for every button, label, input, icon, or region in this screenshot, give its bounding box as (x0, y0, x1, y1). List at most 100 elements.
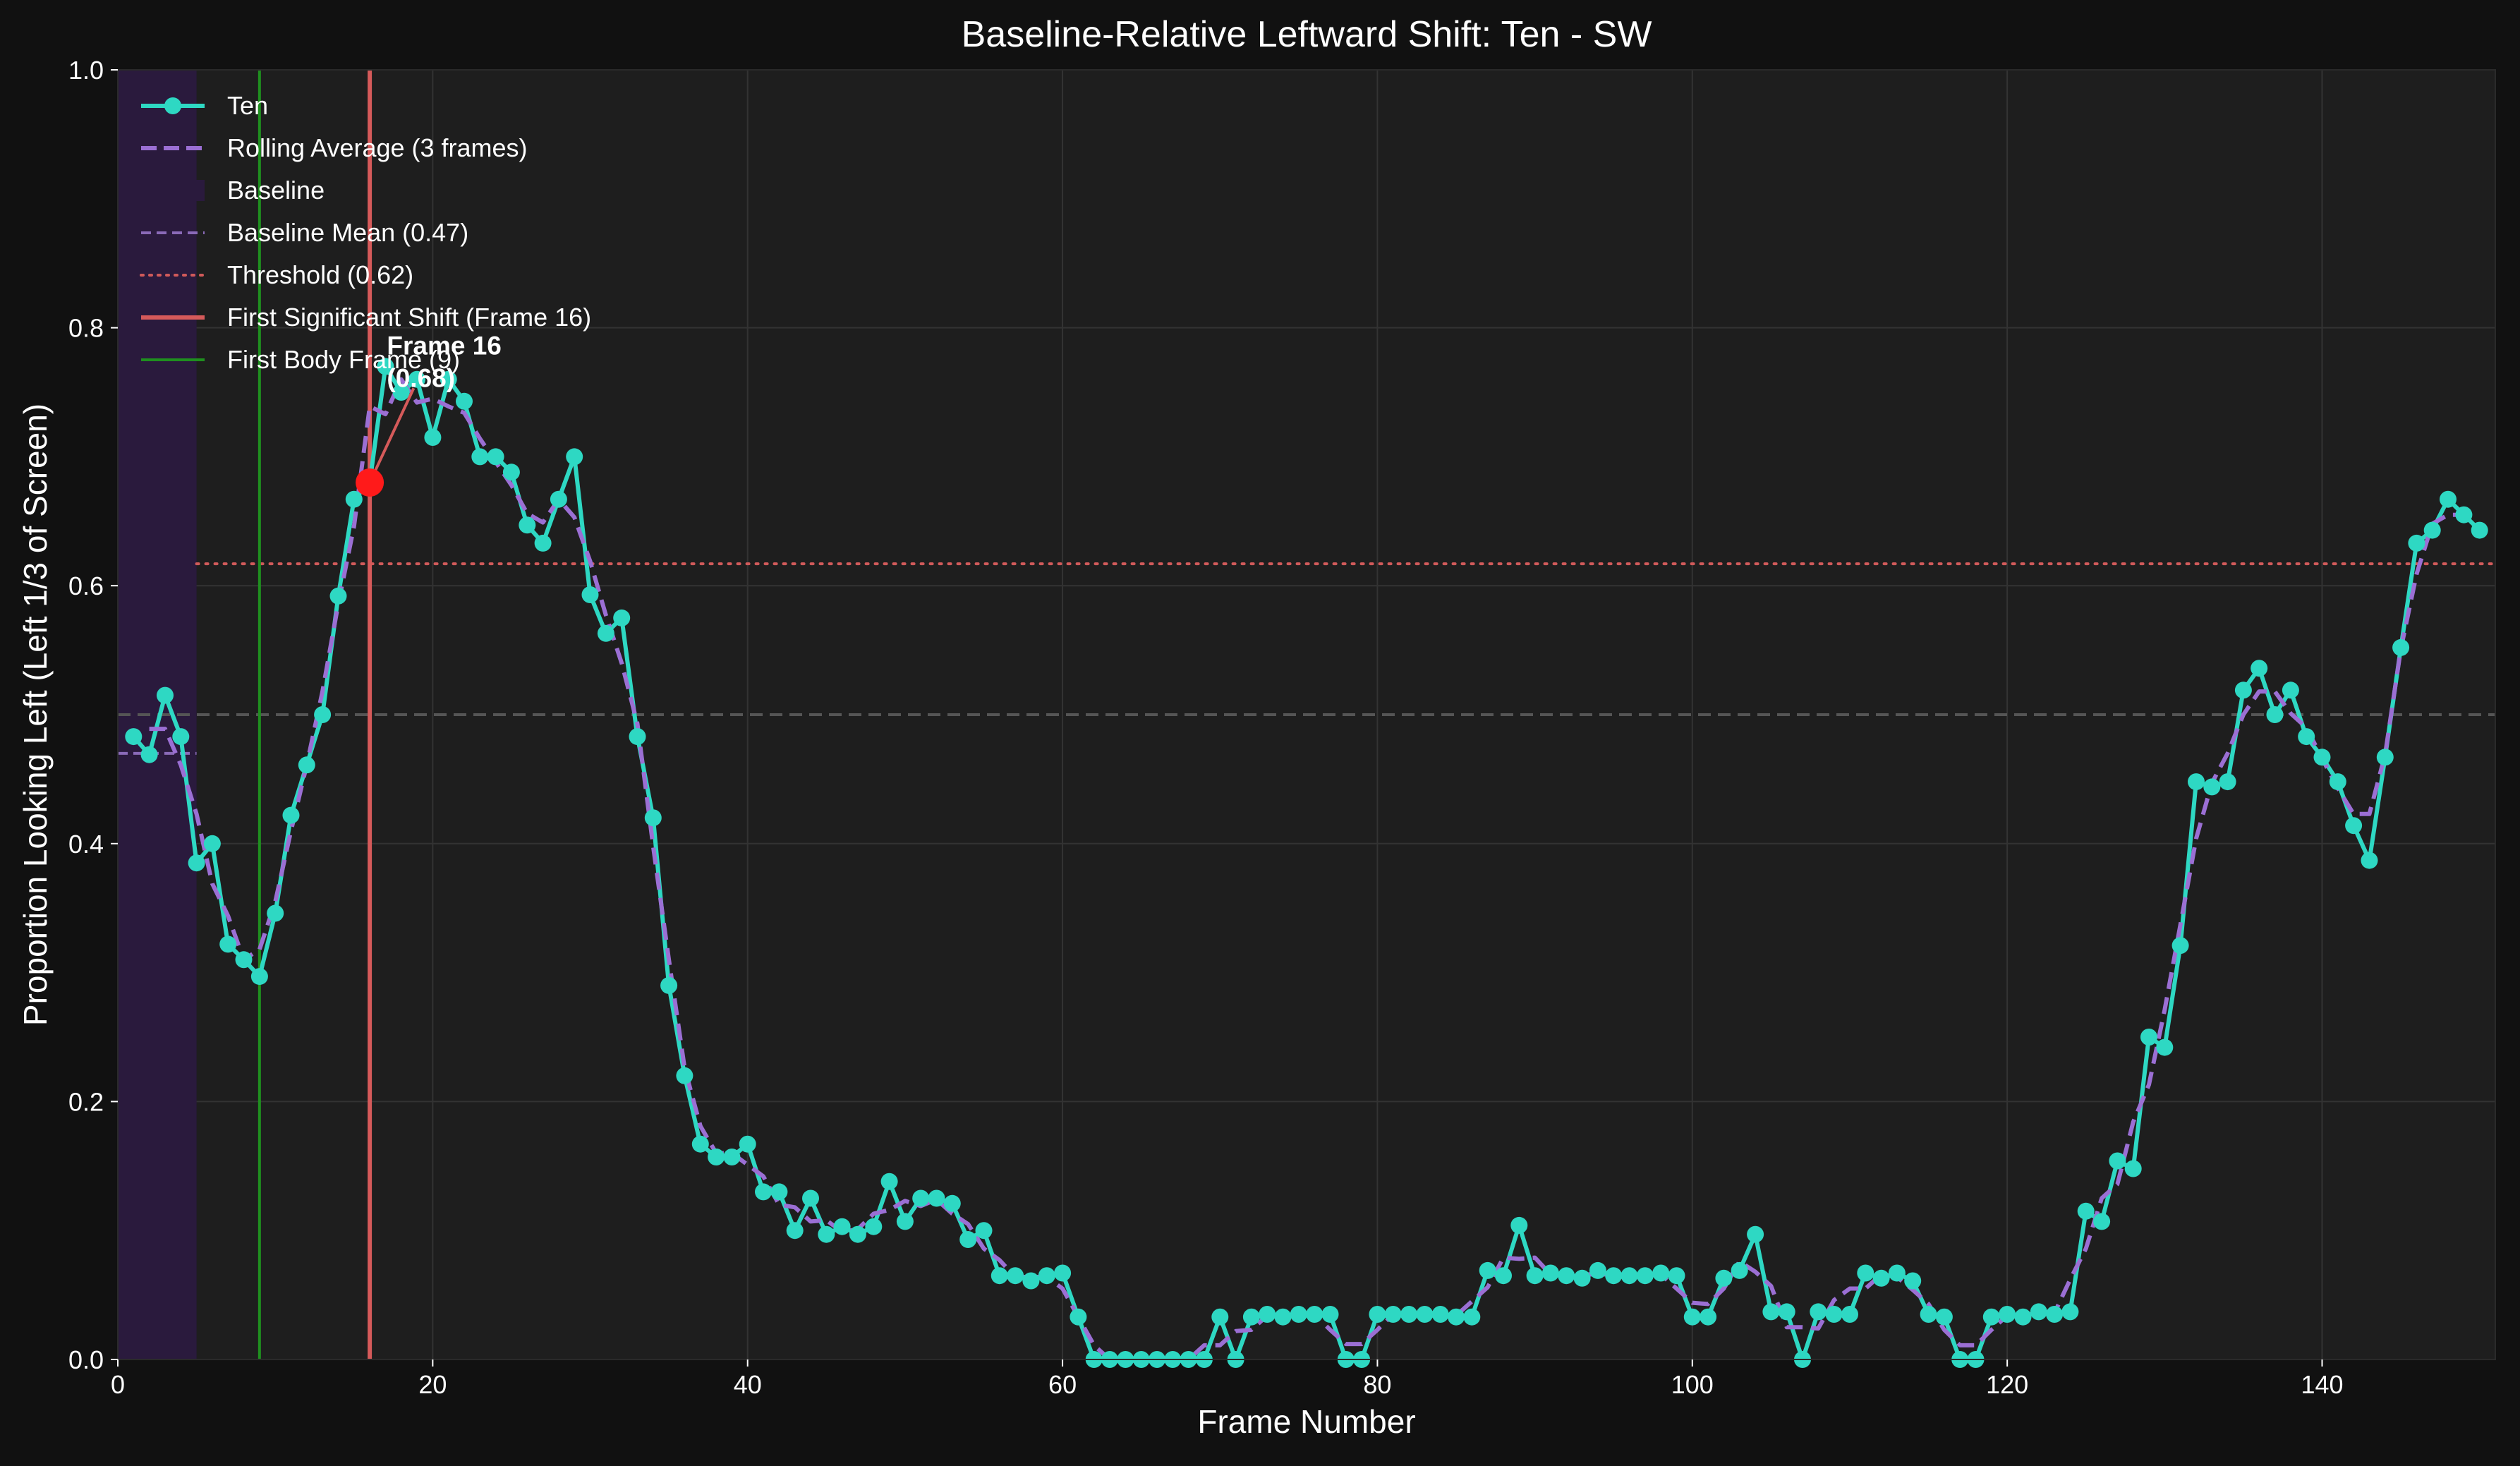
reference-layer (118, 70, 2497, 1359)
data-point-ten-103 (1731, 1261, 1748, 1279)
data-point-ten-74 (1274, 1308, 1292, 1326)
annotation-frame-label: Frame 16 (387, 331, 502, 360)
data-point-ten-141 (2329, 773, 2346, 791)
data-point-ten-105 (1762, 1303, 1780, 1321)
data-point-ten-31 (597, 624, 614, 642)
data-point-ten-127 (2109, 1152, 2126, 1170)
data-point-ten-52 (928, 1189, 945, 1207)
data-point-ten-149 (2455, 506, 2473, 523)
data-point-ten-101 (1700, 1308, 1717, 1326)
data-point-ten-33 (629, 728, 646, 746)
data-point-ten-85 (1448, 1308, 1465, 1326)
y-tick-label-2: 0.4 (68, 830, 104, 859)
chart-title: Baseline-Relative Leftward Shift: Ten - … (962, 14, 1652, 55)
data-point-ten-145 (2392, 638, 2410, 656)
x-tick-label-0: 0 (111, 1370, 125, 1399)
data-point-ten-15 (345, 490, 363, 508)
legend-label-threshold: Threshold (0.62) (227, 260, 413, 289)
y-tick-label-3: 0.6 (68, 571, 104, 600)
data-point-ten-4 (172, 728, 190, 746)
x-tick-label-3: 60 (1048, 1370, 1077, 1399)
data-point-ten-46 (833, 1218, 851, 1235)
data-point-ten-90 (1526, 1267, 1544, 1285)
data-point-ten-93 (1573, 1269, 1591, 1287)
data-point-ten-22 (456, 392, 473, 410)
data-point-ten-86 (1463, 1308, 1481, 1326)
data-point-ten-41 (755, 1183, 772, 1201)
data-point-ten-95 (1605, 1267, 1623, 1285)
data-point-ten-104 (1747, 1225, 1764, 1243)
data-point-ten-26 (519, 516, 536, 534)
data-point-ten-109 (1825, 1306, 1843, 1323)
data-point-ten-114 (1904, 1272, 1922, 1290)
data-point-ten-138 (2282, 681, 2299, 699)
data-point-ten-25 (502, 464, 520, 481)
data-point-ten-2 (140, 746, 158, 763)
x-tick-label-1: 20 (418, 1370, 447, 1399)
data-point-ten-102 (1715, 1269, 1733, 1287)
data-point-ten-130 (2156, 1038, 2174, 1056)
data-point-ten-29 (566, 448, 583, 466)
data-point-ten-123 (2046, 1306, 2064, 1323)
data-point-ten-125 (2077, 1202, 2095, 1220)
data-point-ten-61 (1070, 1308, 1087, 1326)
first-shift-marker (356, 468, 384, 497)
data-point-ten-98 (1652, 1264, 1670, 1282)
legend-swatch-ten-marker (164, 97, 181, 114)
data-point-ten-137 (2266, 706, 2284, 723)
data-point-ten-122 (2030, 1303, 2047, 1321)
data-point-ten-116 (1935, 1308, 1953, 1326)
data-point-ten-136 (2251, 660, 2268, 677)
axes-layer: 0 20 40 60 80 100 120 140 0.0 0.2 0.4 0.6 0.8 1.0 (68, 56, 2496, 1399)
data-point-ten-72 (1242, 1308, 1260, 1326)
x-tick-label-2: 40 (734, 1370, 762, 1399)
data-point-ten-45 (818, 1225, 835, 1243)
data-point-ten-139 (2298, 728, 2315, 746)
data-point-ten-9 (250, 968, 268, 986)
data-point-ten-24 (487, 448, 504, 466)
data-point-ten-1 (125, 728, 143, 746)
annotation-layer: Frame 16 (0.68) (387, 331, 502, 392)
legend: Ten Rolling Average (3 frames) Baseline … (140, 91, 591, 374)
data-point-ten-32 (613, 609, 631, 626)
legend-label-first-shift: First Significant Shift (Frame 16) (227, 303, 591, 332)
data-point-ten-119 (1982, 1308, 2000, 1326)
data-point-ten-84 (1431, 1306, 1449, 1323)
y-axis-label: Proportion Looking Left (Left 1/3 of Scr… (17, 404, 54, 1026)
data-point-ten-60 (1054, 1264, 1072, 1282)
data-point-ten-92 (1558, 1267, 1575, 1285)
data-point-ten-58 (1022, 1272, 1040, 1290)
data-point-ten-57 (1007, 1267, 1024, 1285)
data-point-ten-18 (392, 384, 410, 401)
data-point-ten-80 (1369, 1306, 1386, 1323)
legend-label-rolling-average: Rolling Average (3 frames) (227, 133, 528, 162)
data-point-ten-128 (2124, 1160, 2142, 1177)
data-point-ten-134 (2219, 773, 2236, 791)
plot-frame (117, 69, 2496, 1360)
annotation-value-label: (0.68) (387, 363, 455, 392)
data-point-ten-126 (2093, 1213, 2111, 1230)
y-tick-label-5: 1.0 (68, 56, 104, 85)
x-tick-label-6: 120 (1986, 1370, 2028, 1399)
x-tick-label-5: 100 (1671, 1370, 1714, 1399)
data-point-ten-99 (1668, 1267, 1685, 1285)
data-point-ten-34 (644, 809, 662, 827)
data-point-ten-28 (550, 490, 567, 508)
data-point-ten-106 (1778, 1303, 1795, 1321)
data-point-ten-12 (298, 756, 315, 774)
legend-label-ten: Ten (227, 91, 268, 120)
data-point-ten-97 (1636, 1267, 1654, 1285)
data-point-ten-108 (1810, 1303, 1827, 1321)
data-point-ten-20 (424, 429, 442, 446)
data-point-ten-73 (1259, 1306, 1276, 1323)
data-point-ten-13 (314, 706, 332, 723)
data-point-ten-49 (880, 1173, 898, 1190)
data-point-ten-36 (676, 1067, 693, 1084)
data-point-ten-48 (865, 1218, 883, 1235)
data-point-ten-89 (1510, 1216, 1528, 1234)
data-point-ten-40 (739, 1135, 756, 1153)
data-point-ten-113 (1888, 1264, 1906, 1282)
data-point-ten-3 (157, 686, 174, 704)
